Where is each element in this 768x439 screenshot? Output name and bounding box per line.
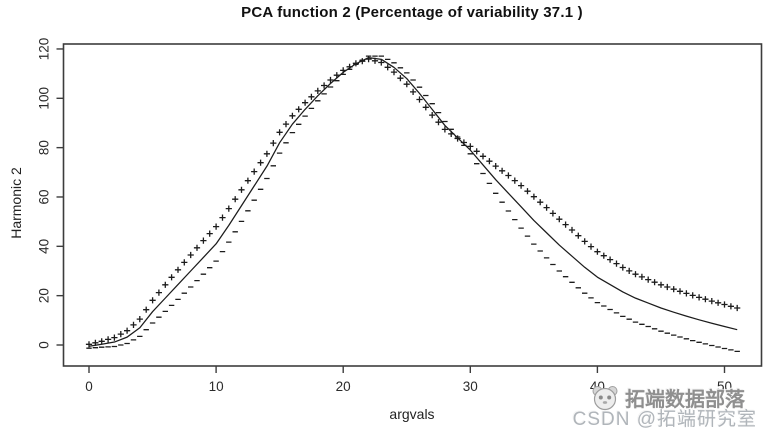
svg-text:20: 20 (336, 379, 351, 394)
plus-harmonic-curve (85, 56, 741, 348)
svg-text:10: 10 (209, 379, 224, 394)
svg-text:40: 40 (37, 239, 52, 254)
svg-text:60: 60 (37, 189, 52, 204)
svg-text:50: 50 (717, 379, 732, 394)
panda-logo-icon (592, 386, 618, 411)
svg-text:0: 0 (37, 341, 52, 349)
y-axis-ticks: 0 20 40 60 80 100 120 (37, 38, 64, 349)
minus-harmonic-curve (86, 55, 740, 353)
watermark-brand: 拓端数据部落 (590, 382, 745, 412)
svg-text:120: 120 (37, 38, 52, 61)
watermark-brand-text: 拓端数据部落 (625, 388, 745, 411)
svg-text:0: 0 (85, 379, 93, 394)
svg-text:100: 100 (37, 87, 52, 110)
svg-text:30: 30 (463, 379, 478, 394)
svg-text:80: 80 (37, 140, 52, 155)
watermark-credit: CSDN @拓端研究室 (572, 409, 757, 430)
mean-curve (88, 56, 738, 347)
plot-box (62, 43, 763, 367)
x-axis-label: argvals (389, 406, 435, 422)
chart-title: PCA function 2 (Percentage of variabilit… (241, 4, 583, 21)
svg-text:20: 20 (37, 288, 52, 303)
